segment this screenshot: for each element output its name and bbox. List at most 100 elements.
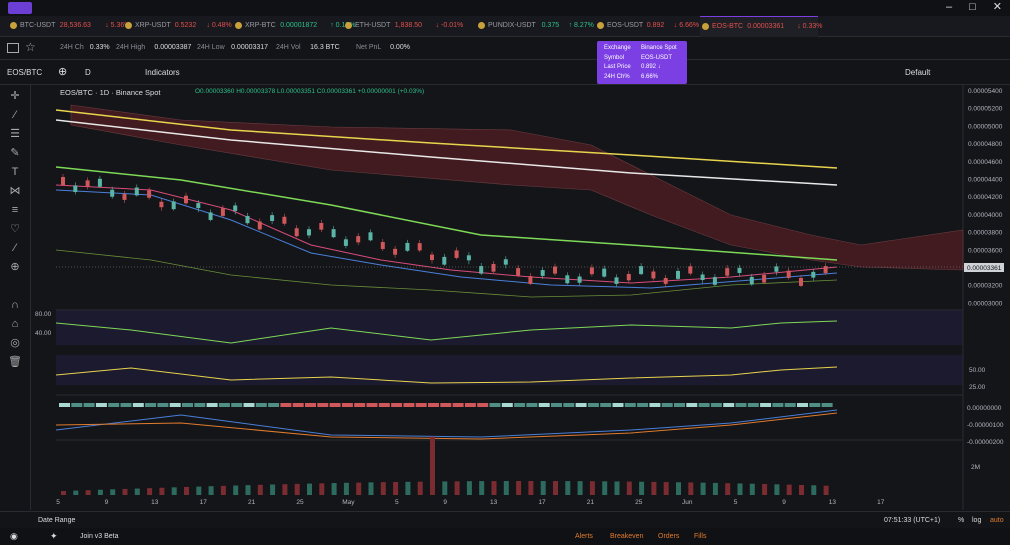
candle-body (553, 266, 557, 274)
candle-body (651, 271, 656, 279)
macd-bar (169, 403, 181, 407)
auto-toggle[interactable]: auto (990, 517, 1004, 524)
sidebar-toggle[interactable] (7, 43, 19, 53)
signal-line (55, 412, 838, 440)
volume-bar (786, 484, 792, 495)
coin-icon (345, 22, 352, 29)
chart-area: 0.00005400 0.00005200 0.00005000 0.00004800… (31, 85, 1010, 510)
macd-bar (809, 403, 821, 407)
beta-link[interactable]: Join v3 Beta (80, 533, 119, 540)
volume-bar (528, 481, 534, 495)
ticker[interactable]: EOS-BTC 0.00003361 ↓ 0.33% (700, 16, 822, 37)
macd-bar (83, 403, 95, 407)
ticker-change: ↑ 8.27% (568, 22, 594, 29)
candle-body (430, 254, 434, 261)
macd-bar (784, 403, 796, 407)
stoch-axis-label: 50.00 (969, 367, 986, 374)
volume-bar (762, 484, 768, 495)
footer-link[interactable]: Orders (658, 533, 680, 540)
candle-body (208, 212, 213, 220)
footer-link[interactable]: Fills (694, 533, 707, 540)
log-toggle[interactable]: log (972, 517, 982, 524)
ticker[interactable]: ETH-USDT 1,838.50 ↓ -0.01% (343, 16, 472, 36)
rsi-line (55, 320, 838, 344)
percent-toggle[interactable]: % (958, 517, 965, 524)
discord-icon[interactable]: ◉ (10, 531, 18, 541)
footer-link[interactable]: Alerts (575, 533, 593, 540)
ticker[interactable]: XRP-USDT 0.5232 ↓ 0.48% (123, 16, 232, 36)
ticker[interactable]: BTC-USDT 28,536.63 ↓ 5.36% (8, 16, 130, 36)
volume-bar (516, 481, 522, 495)
ticker-change: ↓ 0.48% (206, 22, 232, 29)
candle-body (122, 194, 127, 200)
ticker-price: 0.375 (541, 22, 560, 29)
ticker[interactable]: PUNDIX-USDT 0.375 ↑ 8.27% (476, 16, 594, 36)
favorite[interactable]: ☆ (25, 40, 36, 54)
x-axis-label: 9 (105, 499, 109, 506)
macd-bar (723, 403, 735, 407)
volume-bar (61, 491, 66, 495)
volume-bar (540, 481, 546, 495)
volume-bar (454, 481, 460, 495)
candle-body (159, 201, 164, 208)
tool-icons[interactable]: ✛ ⁄ ☰ ✎ T ⋈ ≡ ♡ ⁄ ⊕ ∩ ⌂ ◎ 🗑 (8, 90, 22, 368)
x-axis-label: 5 (734, 499, 738, 506)
candle-body (343, 239, 348, 246)
volume-bar (97, 489, 103, 495)
candle-body (61, 177, 65, 185)
window-controls[interactable]: ‒□✕ (946, 1, 1002, 13)
macd-bar (428, 403, 439, 407)
interval[interactable]: D (85, 68, 91, 77)
ticker-price: 0.00003361 (747, 23, 785, 30)
twitter-icon[interactable]: ✦ (50, 531, 58, 541)
candle-body (762, 274, 767, 283)
indicators-button[interactable]: Indicators (145, 68, 180, 77)
macd-bar (464, 403, 476, 407)
volume-bar (442, 481, 448, 495)
macd-bar (415, 403, 427, 407)
x-axis-label: 13 (490, 499, 498, 506)
candle-body (393, 248, 398, 255)
candle-body (749, 276, 754, 285)
stat-label: 24H Vol (276, 44, 301, 51)
macd-bar (674, 403, 685, 407)
ticker-price: 1,838.50 (394, 22, 423, 29)
candle-body (319, 223, 324, 230)
volume-bar (134, 488, 140, 495)
date-range[interactable]: Date Range (38, 517, 76, 524)
candle-body (184, 195, 188, 204)
stat-value: 16.3 BTC (310, 44, 340, 51)
candle-body (614, 277, 619, 284)
macd-bar (760, 403, 772, 407)
ticker[interactable]: XRP-BTC 0.00001872 ↑ 0.18% (233, 16, 355, 36)
candle-body (147, 190, 152, 198)
symbol[interactable]: EOS/BTC (7, 68, 43, 77)
macd-bar (735, 403, 747, 407)
candle-body (737, 267, 742, 273)
volume-bar (343, 482, 349, 495)
volume-bar (799, 484, 804, 495)
ticker-symbol: XRP-BTC (245, 22, 276, 29)
add-symbol[interactable]: ⊕ (58, 66, 68, 78)
macd-bar (637, 403, 649, 407)
price-label: 0.00004200 (968, 194, 1003, 201)
ticker[interactable]: EOS-USDT 0.892 ↓ 6.66% (595, 16, 699, 36)
footer-link[interactable]: Breakeven (610, 533, 644, 540)
macd-bar (575, 403, 587, 407)
macd-bar (391, 403, 403, 407)
logo[interactable] (8, 2, 32, 14)
volume-bar (233, 485, 239, 495)
candle-body (466, 255, 471, 261)
rsi-axis-label: 80.00 (35, 311, 52, 318)
macd-bar (403, 403, 415, 407)
volume-bar (171, 487, 177, 495)
candle-body (405, 242, 410, 251)
layout-select[interactable]: Default (905, 68, 931, 77)
x-axis-label: 9 (443, 499, 447, 506)
volume-bar (159, 487, 165, 495)
macd-bar (243, 403, 255, 407)
macd-bar (182, 403, 193, 407)
ticker-change: ↓ 5.36% (105, 22, 131, 29)
candle-body (270, 215, 275, 221)
candle-body (602, 268, 607, 277)
